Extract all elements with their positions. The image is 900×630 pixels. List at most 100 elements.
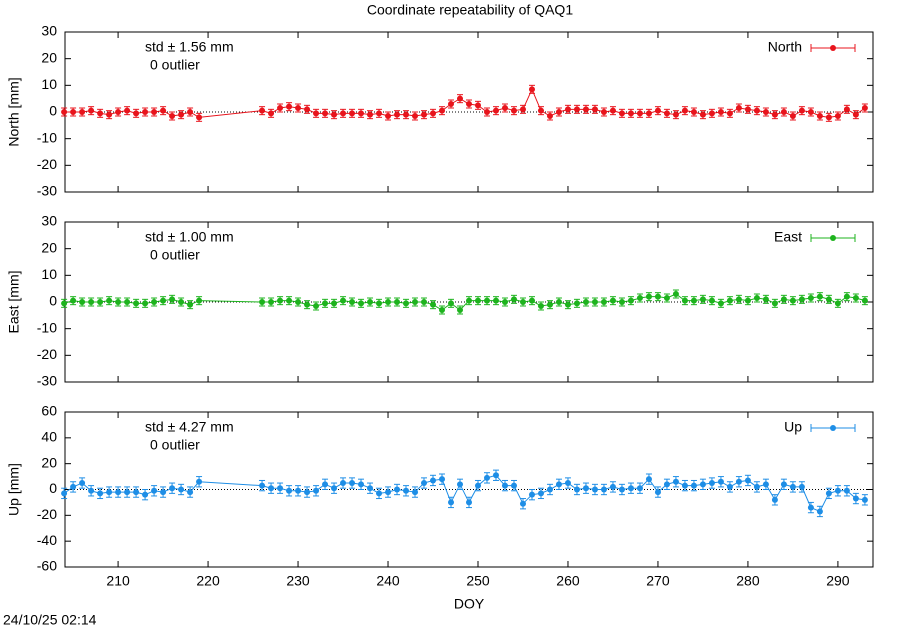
annotation: std ± 4.27 mm — [145, 419, 234, 435]
x-axis-label: DOY — [454, 596, 485, 612]
data-point — [483, 474, 490, 481]
data-point — [483, 109, 490, 115]
data-point — [403, 300, 410, 307]
data-point — [124, 107, 131, 114]
data-point — [519, 500, 526, 507]
data-point — [430, 110, 437, 117]
data-point — [340, 297, 347, 304]
data-point — [591, 299, 598, 305]
data-point — [474, 482, 481, 489]
data-point — [394, 299, 401, 305]
data-point — [771, 300, 778, 307]
series-line — [63, 474, 865, 513]
data-point — [88, 487, 95, 494]
data-point — [492, 107, 499, 114]
data-point — [645, 110, 652, 117]
data-point — [708, 110, 715, 117]
data-point — [537, 303, 544, 309]
data-point — [340, 480, 347, 487]
legend-label: North — [768, 39, 802, 55]
data-point — [681, 482, 688, 489]
data-point — [654, 489, 661, 496]
legend-label: East — [774, 229, 802, 245]
data-point — [753, 107, 760, 114]
data-point — [403, 111, 410, 118]
data-point — [79, 109, 86, 115]
data-point — [636, 110, 643, 117]
data-point — [573, 300, 580, 307]
data-point — [277, 485, 284, 492]
data-point — [394, 111, 401, 118]
data-point — [663, 110, 670, 117]
data-point — [259, 107, 266, 114]
data-point — [70, 109, 77, 115]
data-point — [834, 487, 841, 494]
data-point — [367, 299, 374, 305]
y-axis-label: East [mm] — [6, 270, 22, 333]
y-tick-label: 20 — [41, 49, 57, 65]
data-point — [133, 489, 140, 496]
data-point — [681, 297, 688, 304]
y-tick-label: -10 — [37, 129, 57, 145]
y-tick-label: -30 — [37, 373, 57, 389]
data-point — [609, 483, 616, 490]
data-point — [627, 485, 634, 492]
data-point — [501, 299, 508, 305]
data-point — [421, 480, 428, 487]
data-point — [600, 299, 607, 305]
data-point — [286, 103, 293, 110]
data-point — [115, 299, 122, 305]
data-point — [349, 110, 356, 117]
y-tick-label: 10 — [41, 266, 57, 282]
data-point — [609, 297, 616, 304]
data-point — [546, 486, 553, 493]
data-point — [268, 485, 275, 492]
y-axis-label: North [mm] — [6, 77, 22, 146]
data-point — [61, 490, 68, 497]
data-point — [367, 111, 374, 118]
data-point — [861, 297, 868, 304]
data-point — [439, 107, 446, 114]
data-point — [825, 114, 832, 121]
data-point — [798, 483, 805, 490]
x-tick-label: 250 — [466, 573, 490, 589]
annotation: std ± 1.00 mm — [145, 229, 234, 245]
data-point — [385, 489, 392, 496]
data-point — [178, 486, 185, 493]
data-point — [528, 297, 535, 304]
y-tick-label: -40 — [37, 532, 57, 548]
data-point — [492, 297, 499, 304]
data-point — [340, 110, 347, 117]
y-tick-label: 0 — [49, 293, 57, 309]
data-point — [717, 300, 724, 307]
data-point — [385, 299, 392, 305]
data-point — [286, 297, 293, 304]
data-point — [501, 482, 508, 489]
y-tick-label: 60 — [41, 403, 57, 419]
data-point — [834, 300, 841, 307]
x-tick-label: 290 — [826, 573, 850, 589]
data-point — [474, 297, 481, 304]
data-point — [852, 495, 859, 502]
legend-label: Up — [784, 419, 802, 435]
data-point — [151, 299, 158, 305]
data-point — [169, 296, 176, 303]
data-point — [268, 299, 275, 305]
data-point — [510, 107, 517, 114]
data-point — [61, 300, 68, 307]
data-point — [331, 111, 338, 118]
data-point — [717, 109, 724, 115]
x-tick-label: 230 — [286, 573, 310, 589]
data-point — [142, 491, 149, 498]
data-point — [861, 105, 868, 111]
data-point — [726, 110, 733, 117]
data-point — [421, 111, 428, 118]
data-point — [483, 297, 490, 304]
data-point — [645, 293, 652, 300]
data-point — [789, 483, 796, 490]
data-point — [492, 472, 499, 479]
data-point — [196, 114, 203, 121]
annotation: 0 outlier — [150, 247, 200, 263]
data-point — [295, 299, 302, 305]
data-point — [591, 106, 598, 113]
